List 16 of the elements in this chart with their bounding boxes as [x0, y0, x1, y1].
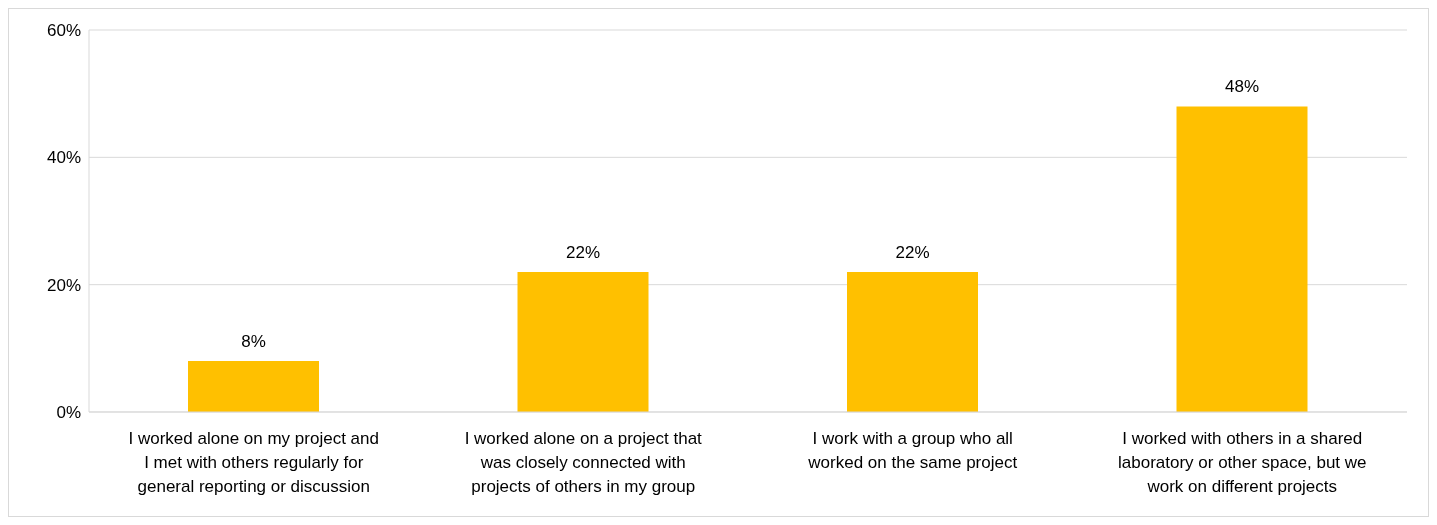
data-label: 48%	[1224, 77, 1260, 97]
bar	[1176, 106, 1308, 412]
bar	[517, 271, 649, 412]
y-tick-label: 0%	[56, 403, 81, 423]
x-tick-label: I worked with others in a shared laboratory or other space, but we work on different projects	[1117, 429, 1367, 496]
y-tick-label: 20%	[46, 275, 81, 295]
data-label: 22%	[895, 242, 930, 262]
data-label: 22%	[565, 242, 601, 262]
data-label: 8%	[241, 332, 266, 352]
y-tick-label: 40%	[46, 148, 81, 168]
x-tick-label: I worked alone on my project and I met with others regularly for general reporting or discussion	[128, 429, 379, 496]
bar	[188, 361, 319, 412]
y-tick-label: 60%	[46, 21, 81, 41]
bar	[847, 271, 978, 412]
x-tick-label: I work with a group who all worked on the same project	[807, 429, 1018, 472]
x-tick-label: I worked alone on a project that was closely connected with projects of others in my group	[464, 429, 703, 496]
